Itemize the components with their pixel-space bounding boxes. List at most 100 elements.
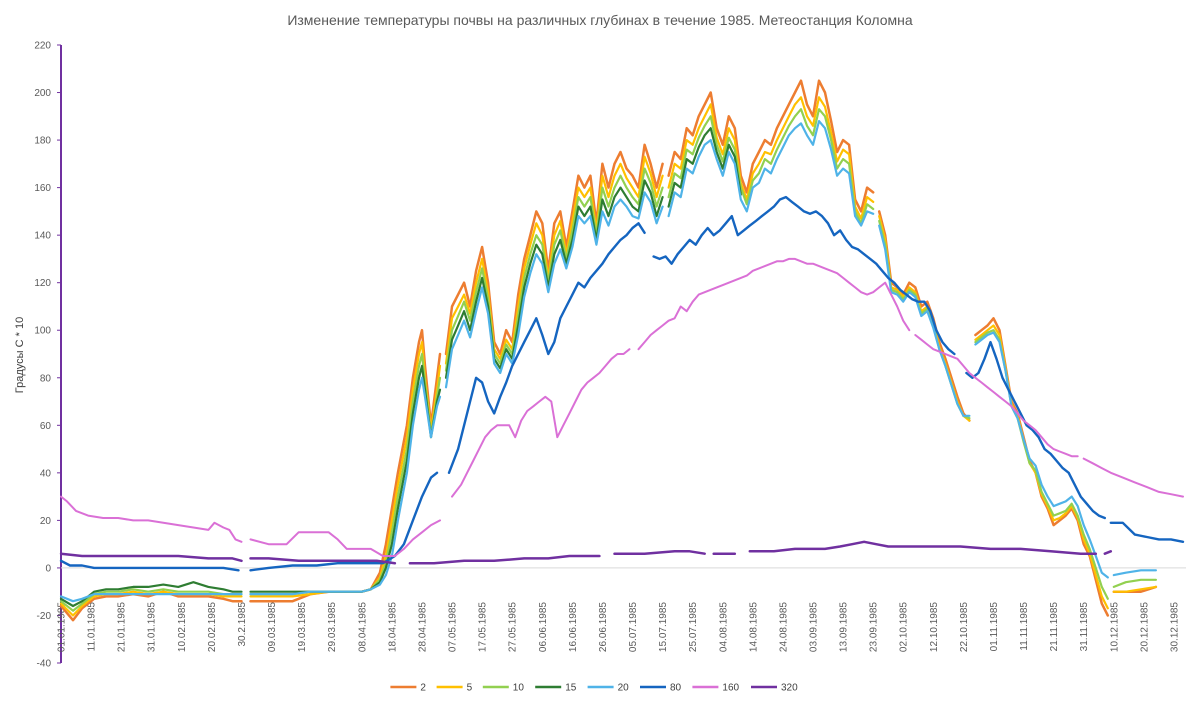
series-10-line [444,167,664,372]
series-80-line [652,195,956,356]
series-320-line [613,550,706,555]
x-tick-label: 21.11.1985 [1049,602,1060,652]
series-80-line [59,559,240,572]
y-tick-label: 60 [40,421,52,432]
series-80-line [447,222,646,474]
series-5-line [444,155,664,365]
y-tick-label: 140 [34,231,51,242]
series-20-line [59,592,243,603]
series-320-line [408,554,601,565]
series-20 [59,119,1158,603]
y-axis-label: Градусы С * 10 [14,317,26,393]
series-10-line [1112,578,1158,589]
y-tick-label: 80 [40,373,52,384]
series-320-line [59,552,243,563]
x-tick-label: 21.01.1985 [117,602,128,652]
x-tick-label: 01.11.1985 [989,602,1000,652]
y-tick-label: 220 [34,41,51,52]
x-tick-label: 31.11.1985 [1079,602,1090,652]
chart-title: Изменение температуры почвы на различных… [287,12,913,28]
series-2-line [59,590,243,622]
legend-item-320: 320 [751,683,798,694]
series-2-line [667,79,875,213]
series-15-line [667,127,742,208]
x-tick-label: 15.07.1985 [658,602,669,652]
legend-item-5: 5 [436,683,473,694]
series-320-line [1103,550,1113,555]
legend-item-15: 15 [535,683,577,694]
legend-label: 10 [513,683,525,694]
legend-label: 20 [618,683,630,694]
series-10-line [974,329,1109,600]
series-320 [59,540,1113,565]
x-tick-label: 10.12.1985 [1109,602,1120,652]
legend-item-160: 160 [692,683,740,694]
x-tick-label: 29.03.1985 [327,602,338,652]
x-tick-label: 17.05.1985 [478,602,489,652]
x-tick-label: 11.11.1985 [1019,602,1030,651]
y-tick-label: 20 [40,516,52,527]
x-tick-label: 24.08.1985 [778,602,789,652]
series-5-line [1112,585,1158,593]
series-20-line [878,224,971,417]
legend-label: 5 [467,683,473,694]
y-tick-label: 200 [34,88,51,99]
x-tick-label: 30.2.1985 [237,602,248,647]
x-tick-label: 07.05.1985 [448,602,459,652]
series-2-line [877,210,971,422]
series-160 [60,257,1184,557]
x-tick-label: 14.08.1985 [748,602,759,652]
x-tick-label: 12.10.1985 [929,602,940,652]
x-tick-label: 11.01.1985 [87,602,98,652]
series-80-line [249,471,439,572]
series-15-line [249,364,442,593]
legend-item-2: 2 [390,683,426,694]
series-20-line [1112,569,1158,577]
legend-item-20: 20 [587,683,630,694]
series-20-line [444,191,664,389]
legend-label: 160 [722,683,739,694]
series-20-line [667,119,875,227]
x-tick-label: 25.07.1985 [688,602,699,652]
y-tick-label: 100 [34,326,51,337]
x-tick-label: 05.07.1985 [628,602,639,652]
x-tick-label: 03.09.1985 [809,602,820,652]
series-320-line [748,540,1098,555]
x-tick-label: 22.10.1985 [959,602,970,652]
x-tick-label: 06.06.1985 [538,602,549,652]
x-tick-label: 18.04.1985 [387,602,398,652]
legend-item-80: 80 [640,683,682,694]
series-80-line [965,340,1107,520]
x-tick-label: 20.02.1985 [207,602,218,652]
series-2-line [444,143,664,356]
series-160-line [60,495,243,543]
x-tick-label: 08.04.1985 [357,602,368,652]
x-tick-label: 10.02.1985 [177,602,188,652]
series-10-line [667,108,875,225]
series-20-line [249,376,442,596]
series-5-line [667,96,875,220]
x-tick-label: 28.04.1985 [418,602,429,652]
x-tick-label: 30.12.1985 [1170,602,1181,652]
x-tick-label: 31.01.1985 [147,602,158,652]
x-tick-label: 02.10.1985 [899,602,910,652]
series-80-line [1109,521,1185,543]
x-tick-label: 19.03.1985 [297,602,308,652]
x-tick-label: 01.01.1985 [57,602,68,652]
legend-label: 80 [670,683,682,694]
x-tick-label: 04.08.1985 [718,602,729,652]
series-160-line [1082,457,1184,498]
series-320-line [249,557,397,565]
legend-label: 320 [781,683,798,694]
x-tick-label: 26.06.1985 [598,602,609,652]
x-tick-label: 27.05.1985 [508,602,519,652]
legend-label: 2 [420,683,426,694]
series-15-line [444,179,664,379]
series-160-line [249,519,441,557]
y-tick-label: 160 [34,183,51,194]
y-tick-label: -40 [37,659,52,670]
x-tick-label: 09.03.1985 [267,602,278,652]
series-160-line [637,257,911,351]
